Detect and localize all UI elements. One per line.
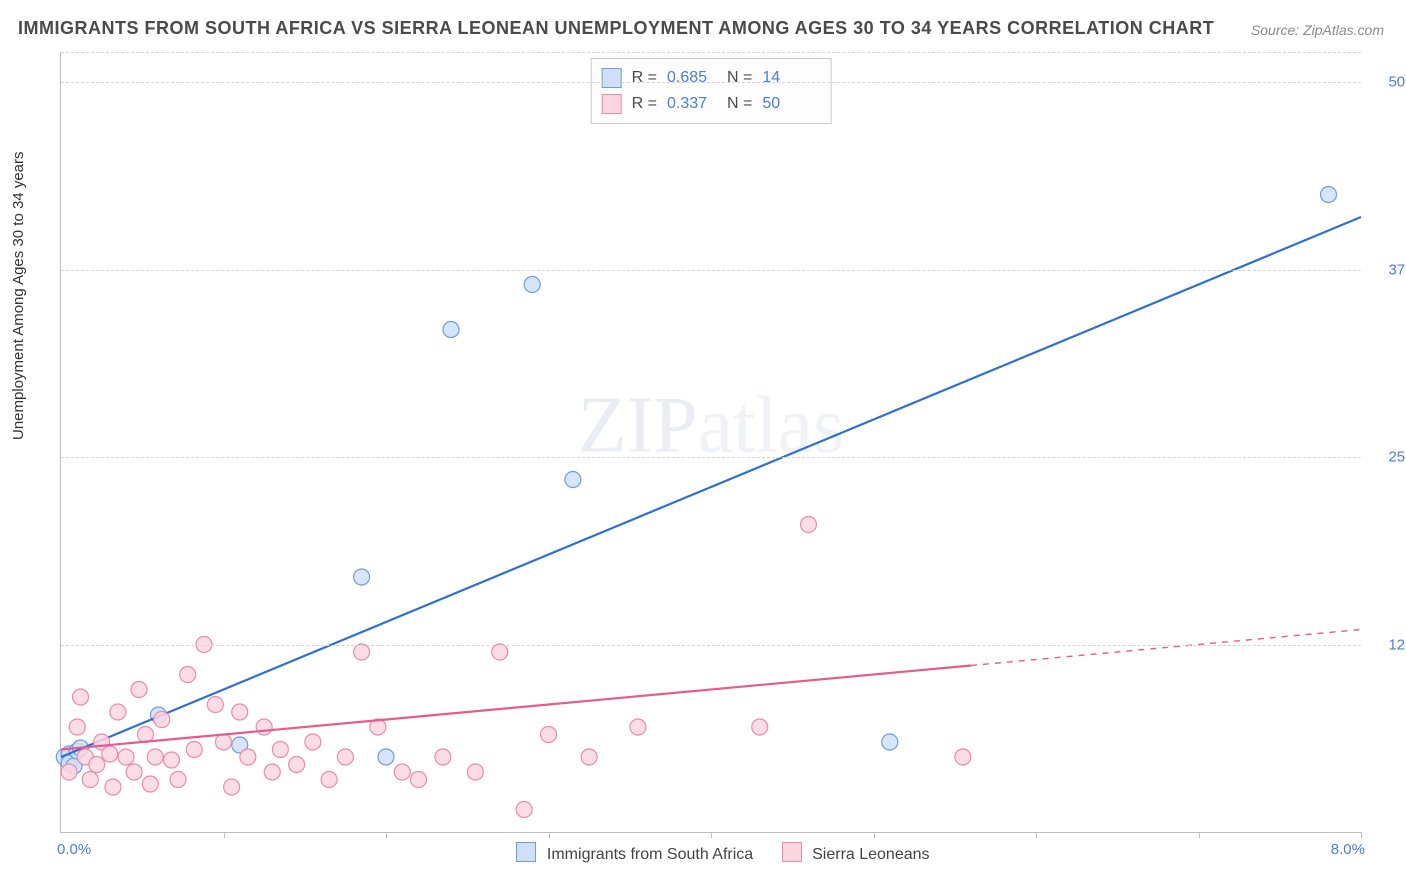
legend-label-sl: Sierra Leoneans: [812, 846, 929, 863]
data-point-sl: [581, 749, 597, 765]
data-point-sl: [516, 802, 532, 818]
y-axis-label: Unemployment Among Ages 30 to 34 years: [10, 151, 27, 440]
gridline-h: [61, 270, 1361, 271]
data-point-sl: [207, 697, 223, 713]
data-point-sl: [170, 772, 186, 788]
gridline-h: [61, 645, 1361, 646]
xtick: [1036, 832, 1037, 838]
data-point-sl: [69, 719, 85, 735]
data-point-sl: [305, 734, 321, 750]
data-point-sl: [186, 742, 202, 758]
data-point-sl: [118, 749, 134, 765]
trend-line-sa: [61, 217, 1361, 757]
data-point-sl: [272, 742, 288, 758]
data-point-sl: [256, 719, 272, 735]
gridline-h: [61, 82, 1361, 83]
data-point-sa: [378, 749, 394, 765]
data-point-sl: [411, 772, 427, 788]
xtick: [1361, 832, 1362, 838]
data-point-sl: [232, 704, 248, 720]
data-point-sl: [354, 644, 370, 660]
data-point-sl: [164, 752, 180, 768]
data-point-sa: [443, 322, 459, 338]
data-point-sa: [882, 734, 898, 750]
legend-label-sa: Immigrants from South Africa: [547, 846, 753, 863]
plot-area: ZIPatlas R = 0.685 N = 14 R = 0.337 N = …: [60, 52, 1361, 833]
chart-canvas: [61, 52, 1361, 832]
xtick: [549, 832, 550, 838]
data-point-sl: [467, 764, 483, 780]
data-point-sa: [565, 472, 581, 488]
data-point-sl: [752, 719, 768, 735]
xtick: [711, 832, 712, 838]
ytick-label: 25.0%: [1371, 449, 1406, 466]
trend-line-sl: [61, 666, 971, 750]
data-point-sl: [102, 746, 118, 762]
data-point-sl: [801, 517, 817, 533]
gridline-h: [61, 457, 1361, 458]
xtick: [874, 832, 875, 838]
data-point-sl: [154, 712, 170, 728]
data-point-sl: [110, 704, 126, 720]
xtick: [1199, 832, 1200, 838]
data-point-sl: [630, 719, 646, 735]
data-point-sa: [524, 277, 540, 293]
data-point-sl: [126, 764, 142, 780]
data-point-sl: [321, 772, 337, 788]
data-point-sa: [1321, 187, 1337, 203]
data-point-sl: [216, 734, 232, 750]
data-point-sl: [264, 764, 280, 780]
data-point-sl: [73, 689, 89, 705]
gridline-h: [61, 52, 1361, 53]
data-point-sl: [131, 682, 147, 698]
data-point-sl: [105, 779, 121, 795]
data-point-sl: [541, 727, 557, 743]
data-point-sl: [142, 776, 158, 792]
xtick: [224, 832, 225, 838]
data-point-sl: [224, 779, 240, 795]
data-point-sl: [240, 749, 256, 765]
bottom-legend: Immigrants from South Africa Sierra Leon…: [61, 842, 1361, 864]
chart-title: IMMIGRANTS FROM SOUTH AFRICA VS SIERRA L…: [18, 18, 1214, 39]
data-point-sl: [289, 757, 305, 773]
data-point-sl: [337, 749, 353, 765]
source-credit: Source: ZipAtlas.com: [1251, 22, 1384, 38]
legend-swatch-sl-icon: [782, 842, 802, 862]
data-point-sl: [394, 764, 410, 780]
ytick-label: 12.5%: [1371, 636, 1406, 653]
xtick: [386, 832, 387, 838]
ytick-label: 37.5%: [1371, 261, 1406, 278]
trend-line-dashed-sl: [971, 630, 1361, 666]
ytick-label: 50.0%: [1371, 74, 1406, 91]
data-point-sl: [82, 772, 98, 788]
data-point-sl: [955, 749, 971, 765]
data-point-sl: [435, 749, 451, 765]
data-point-sl: [61, 764, 77, 780]
data-point-sl: [147, 749, 163, 765]
data-point-sa: [354, 569, 370, 585]
data-point-sl: [180, 667, 196, 683]
data-point-sl: [89, 757, 105, 773]
legend-swatch-sa-icon: [516, 842, 536, 862]
data-point-sl: [492, 644, 508, 660]
